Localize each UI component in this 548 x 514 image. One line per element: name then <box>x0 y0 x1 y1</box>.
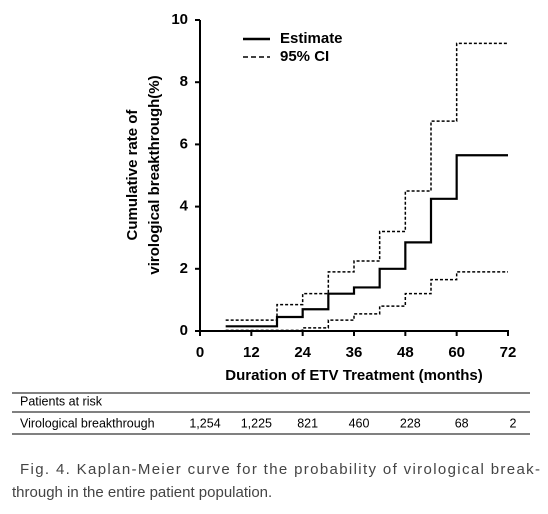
x-tick-label: 0 <box>196 344 204 361</box>
table-value: 821 <box>297 416 318 430</box>
y-tick-label: 6 <box>180 135 188 152</box>
y-tick-label: 4 <box>180 198 189 215</box>
table-value: 1,225 <box>241 416 272 430</box>
x-axis-label: Duration of ETV Treatment (months) <box>225 367 483 384</box>
y-axis-label: Cumulative rate of virological breakthro… <box>124 75 163 274</box>
x-tick-label: 12 <box>243 344 260 361</box>
x-tick-label: 60 <box>448 344 465 361</box>
table-value: 1,254 <box>189 416 220 430</box>
step-line <box>225 42 508 321</box>
legend-label: Estimate <box>280 30 343 47</box>
y-tick-label: 8 <box>180 73 188 90</box>
y-tick-label: 2 <box>180 260 188 277</box>
y-tick-label: 0 <box>180 322 188 339</box>
y-tick-label: 10 <box>171 11 188 28</box>
x-tick-label: 36 <box>346 344 363 361</box>
y-axis-label-line: Cumulative rate of <box>124 109 141 241</box>
table-value: 68 <box>455 416 469 430</box>
x-tick-label: 48 <box>397 344 414 361</box>
caption-line: Fig. 4. Kaplan-Meier curve for the proba… <box>20 461 540 478</box>
step-line <box>225 271 508 332</box>
y-axis-label-line: virological breakthrough(%) <box>146 75 163 274</box>
table-value: 2 <box>510 416 517 430</box>
table-row-label: Virological breakthrough <box>20 416 155 430</box>
step-line <box>225 154 508 328</box>
table-value: 460 <box>349 416 370 430</box>
table-value: 228 <box>400 416 421 430</box>
caption-line: through in the entire patient population… <box>12 484 272 501</box>
x-tick-label: 72 <box>500 344 517 361</box>
x-tick-label: 24 <box>294 344 311 361</box>
table-title: Patients at risk <box>20 394 103 408</box>
legend-label: 95% CI <box>280 48 329 65</box>
